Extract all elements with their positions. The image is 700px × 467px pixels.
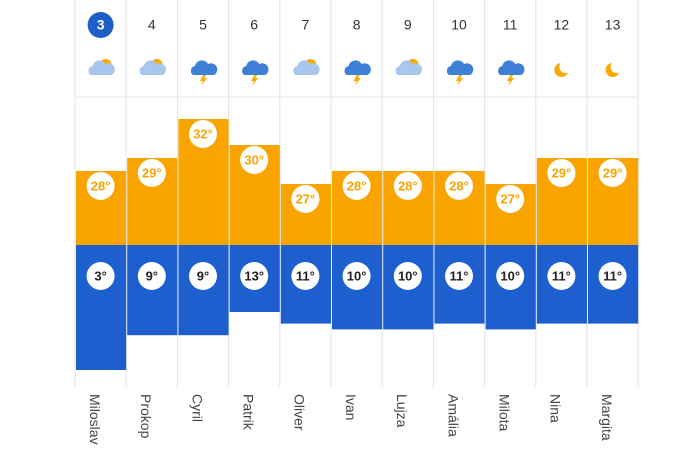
today-badge	[87, 12, 114, 38]
high-label: 28°	[91, 178, 111, 193]
low-label: 10°	[347, 268, 367, 283]
high-badge	[598, 159, 627, 187]
weather-icon	[344, 60, 371, 86]
high-badge	[137, 159, 166, 187]
low-badge	[86, 262, 115, 290]
low-label: 10°	[500, 268, 520, 283]
cloud	[344, 60, 371, 75]
day-number: 5	[199, 17, 207, 33]
day-number: 4	[148, 17, 156, 33]
high-label: 27°	[296, 191, 316, 206]
low-label: 11°	[552, 268, 571, 283]
name-day: Cyril	[189, 394, 205, 422]
low-badge	[547, 262, 576, 290]
name-day: Prokop	[138, 394, 154, 439]
high-label: 30°	[244, 152, 264, 167]
day-number: 6	[250, 17, 258, 33]
lightning	[251, 75, 259, 86]
low-badge	[189, 262, 217, 290]
low-badge	[342, 262, 371, 290]
day-number: 11	[503, 17, 518, 33]
high-label: 28°	[449, 178, 469, 193]
day-number: 7	[302, 17, 310, 33]
high-label: 32°	[193, 126, 213, 141]
high-badge	[189, 120, 217, 148]
weather-icon	[498, 60, 525, 86]
name-day: Lujza	[394, 394, 410, 428]
high-label: 29°	[603, 165, 623, 180]
weather-icon	[293, 59, 320, 75]
lightning	[507, 75, 515, 86]
name-day: Margita	[599, 394, 615, 441]
low-label: 11°	[603, 268, 622, 283]
moon-cut	[559, 61, 572, 73]
high-badge	[240, 146, 269, 174]
high-label: 27°	[500, 191, 520, 206]
low-label: 9°	[146, 268, 158, 283]
low-label: 3°	[94, 268, 106, 283]
high-badge	[445, 172, 473, 200]
name-day: Patrik	[240, 394, 256, 431]
high-label: 28°	[347, 178, 367, 193]
high-badge	[86, 172, 115, 200]
cloud	[88, 60, 115, 75]
cloud	[498, 60, 525, 75]
high-label: 29°	[142, 165, 162, 180]
high-badge	[342, 172, 371, 200]
high-label: 28°	[398, 178, 418, 193]
day-number: 13	[605, 17, 621, 33]
low-badge	[240, 262, 269, 290]
day-number: 10	[451, 17, 467, 33]
low-badge	[137, 262, 166, 290]
lightning	[200, 75, 207, 86]
cloud	[139, 60, 167, 75]
low-badge	[598, 262, 627, 290]
moon-cut	[610, 61, 623, 73]
high-badge	[496, 185, 525, 213]
day-number: 9	[404, 17, 412, 33]
low-label: 11°	[296, 268, 315, 283]
low-badge	[291, 262, 320, 290]
weather-icon	[605, 61, 623, 77]
name-day: Miloslav	[87, 394, 103, 445]
name-day: Oliver	[292, 394, 308, 431]
cloud	[242, 60, 269, 75]
cloud	[446, 60, 474, 75]
weather-icon	[395, 59, 423, 75]
high-label: 29°	[552, 165, 572, 180]
low-bar	[127, 245, 178, 336]
weather-icon	[446, 60, 474, 86]
lightning	[456, 75, 463, 86]
low-badge	[393, 262, 422, 290]
name-day: Amália	[445, 394, 461, 437]
name-day: Ivan	[343, 394, 359, 420]
high-badge	[291, 185, 320, 213]
weather-icon	[139, 59, 167, 75]
day-number: 3	[97, 17, 105, 33]
cloud	[190, 60, 218, 75]
high-badge	[393, 172, 422, 200]
low-label: 9°	[197, 268, 209, 283]
lightning	[353, 75, 361, 86]
low-label: 10°	[398, 268, 418, 283]
low-bar	[178, 245, 229, 336]
cloud	[395, 60, 423, 75]
high-badge	[547, 159, 576, 187]
weather-icon	[190, 60, 218, 86]
weather-icon	[242, 60, 269, 86]
low-label: 13°	[244, 268, 264, 283]
day-number: 12	[554, 17, 570, 33]
low-badge	[445, 262, 473, 290]
day-number: 8	[353, 17, 361, 33]
cloud	[293, 60, 320, 75]
low-label: 11°	[450, 268, 469, 283]
name-day: Nina	[548, 394, 564, 423]
weather-icon	[88, 59, 115, 75]
weather-icon	[554, 61, 572, 77]
name-day: Milota	[496, 394, 512, 432]
low-badge	[496, 262, 525, 290]
